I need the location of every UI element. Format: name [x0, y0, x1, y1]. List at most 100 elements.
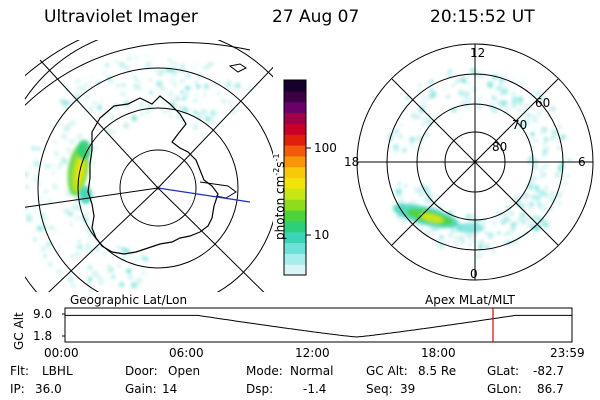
- unit-exp1: -2: [272, 167, 281, 176]
- aurora-speckle: [519, 212, 526, 218]
- aurora-speckle: [393, 144, 397, 148]
- aurora-speckle: [424, 198, 428, 202]
- aurora-speckle: [122, 248, 129, 255]
- meta-gain-value: 14: [162, 382, 178, 396]
- meta-dsp-value: -1.4: [303, 382, 327, 396]
- aurora-speckle: [78, 244, 83, 250]
- aurora-speckle: [119, 310, 125, 316]
- meta-mode-label: Mode:: [246, 364, 283, 378]
- aurora-speckle: [181, 78, 185, 82]
- aurora-speckle: [74, 86, 80, 92]
- aurora-speckle: [550, 134, 556, 140]
- aurora-speckle: [556, 176, 560, 180]
- aurora-speckle: [127, 56, 132, 61]
- colorbar-step: [284, 134, 306, 146]
- aurora-speckle: [506, 85, 510, 89]
- aurora-speckle: [563, 153, 567, 158]
- aurora-speckle: [171, 81, 178, 87]
- meta-gcalt-label: GC Alt:: [366, 364, 408, 378]
- alt-xtick-1800: 18:00: [421, 346, 456, 360]
- aurora-speckle: [219, 96, 225, 102]
- aurora-speckle: [194, 111, 199, 115]
- altitude-curve: [65, 314, 572, 338]
- meta-glat-value: -82.7: [533, 364, 565, 378]
- left-aurora-speckle: [25, 53, 254, 316]
- aurora-speckle: [445, 93, 451, 100]
- aurora-speckle: [466, 81, 472, 87]
- aurora-speckle: [139, 110, 145, 117]
- aurora-speckle: [75, 78, 82, 85]
- aurora-speckle: [430, 91, 437, 98]
- aurora-speckle: [501, 220, 507, 226]
- aurora-speckle: [125, 268, 132, 275]
- colorbar-step: [284, 80, 306, 92]
- aurora-speckle: [493, 108, 498, 113]
- aurora-speckle: [138, 102, 144, 108]
- aurora-speckle: [73, 208, 77, 211]
- aurora-speckle: [81, 203, 86, 208]
- altitude-plot: [62, 307, 573, 343]
- aurora-speckle: [169, 68, 173, 73]
- aurora-speckle: [92, 100, 96, 105]
- aurora-speckle: [471, 86, 478, 93]
- colorbar-step: [284, 145, 306, 157]
- aurora-speckle: [558, 125, 562, 129]
- coastline: [87, 95, 219, 255]
- aurora-speckle: [182, 106, 188, 112]
- aurora-speckle: [411, 144, 415, 149]
- aurora-speckle: [171, 70, 178, 77]
- aurora-speckle: [210, 109, 217, 116]
- aurora-speckle: [83, 113, 87, 117]
- aurora-speckle: [535, 195, 542, 201]
- aurora-speckle: [85, 243, 91, 249]
- aurora-speckle: [532, 214, 540, 222]
- aurora-speckle: [390, 142, 394, 146]
- aurora-speckle: [217, 111, 220, 115]
- aurora-speckle: [61, 133, 67, 139]
- colorbar-step: [284, 177, 306, 189]
- aurora-speckle: [478, 239, 485, 246]
- colorbar-step: [284, 188, 306, 200]
- aurora-speckle: [534, 138, 539, 143]
- aurora-speckle: [90, 289, 93, 292]
- aurora-speckle: [416, 188, 422, 193]
- aurora-speckle: [40, 245, 47, 252]
- aurora-speckle: [63, 100, 70, 107]
- aurora-speckle: [483, 243, 491, 250]
- aurora-speckle: [426, 99, 429, 102]
- aurora-speckle: [396, 193, 401, 199]
- aurora-speckle: [560, 134, 566, 141]
- aurora-speckle: [415, 114, 421, 120]
- aurora-speckle: [500, 92, 504, 96]
- aurora-speckle: [543, 136, 549, 143]
- aurora-speckle: [524, 119, 530, 126]
- aurora-speckle: [424, 131, 430, 138]
- aurora-speckle: [195, 84, 201, 89]
- colorbar-tick-100: 100: [314, 141, 337, 155]
- aurora-speckle: [491, 95, 497, 101]
- aurora-speckle: [56, 244, 61, 249]
- meta-seq-value: 39: [400, 382, 416, 396]
- aurora-speckle: [503, 215, 509, 221]
- aurora-speckle: [182, 96, 186, 101]
- colorbar-step: [284, 166, 306, 179]
- aurora-speckle: [156, 80, 163, 88]
- aurora-speckle: [474, 252, 480, 259]
- aurora-speckle: [74, 251, 81, 258]
- app-title: Ultraviolet Imager: [44, 7, 198, 27]
- aurora-speckle: [51, 172, 56, 177]
- aurora-speckle: [514, 221, 519, 226]
- mlt-label-6: 6: [578, 155, 586, 169]
- aurora-speckle: [514, 193, 522, 201]
- aurora-speckle: [84, 82, 89, 87]
- aurora-speckle: [69, 119, 76, 126]
- aurora-speckle: [525, 104, 529, 107]
- colorbar-frame: [283, 79, 307, 276]
- alt-xtick-0000: 00:00: [44, 346, 79, 360]
- aurora-speckle: [526, 113, 531, 118]
- aurora-speckle: [543, 153, 548, 157]
- aurora-speckle: [443, 88, 447, 91]
- aurora-speckle: [133, 54, 140, 62]
- aurora-speckle: [70, 254, 75, 259]
- aurora-speckle: [511, 99, 517, 105]
